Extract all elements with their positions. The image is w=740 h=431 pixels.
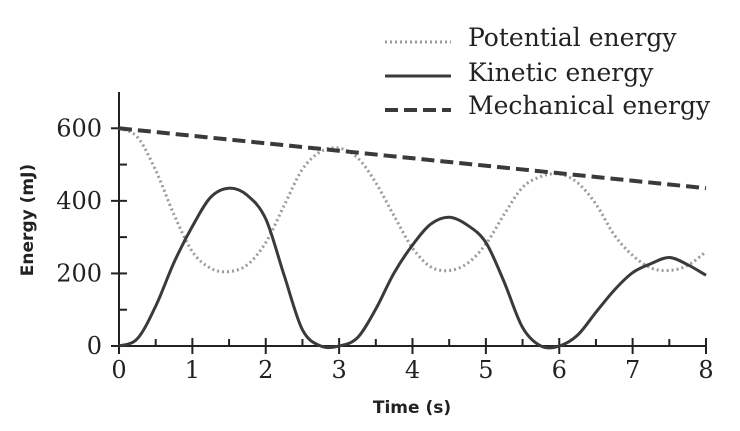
x-tick-label: 1 [185,356,200,384]
mechanical-energy-line [118,126,707,191]
y-tick-label: 600 [56,114,102,142]
legend-label-kinetic: Kinetic energy [468,58,654,87]
x-tick-label: 8 [698,356,713,384]
legend-label-mechanical: Mechanical energy [468,91,711,120]
tick-labels: 0 1 2 3 4 5 6 7 8 0 200 400 600 [56,114,713,384]
x-tick-label: 5 [478,356,493,384]
y-axis-title: Energy (mJ) [18,164,38,276]
x-axis-title: Time (s) [373,398,451,418]
kinetic-energy-line [118,186,707,350]
x-tick-label: 7 [625,356,640,384]
x-tick-label: 0 [111,356,126,384]
axes [118,92,706,347]
legend-label-potential: Potential energy [468,23,677,52]
x-tick-label: 3 [331,356,346,384]
x-tick-label: 4 [405,356,420,384]
x-tick-label: 6 [552,356,567,384]
series-layer [118,126,707,350]
y-tick-label: 400 [56,187,102,215]
x-tick-label: 2 [258,356,273,384]
y-tick-label: 200 [56,259,102,287]
legend: Potential energy Kinetic energy Mechanic… [385,23,711,120]
y-tick-label: 0 [87,332,102,360]
